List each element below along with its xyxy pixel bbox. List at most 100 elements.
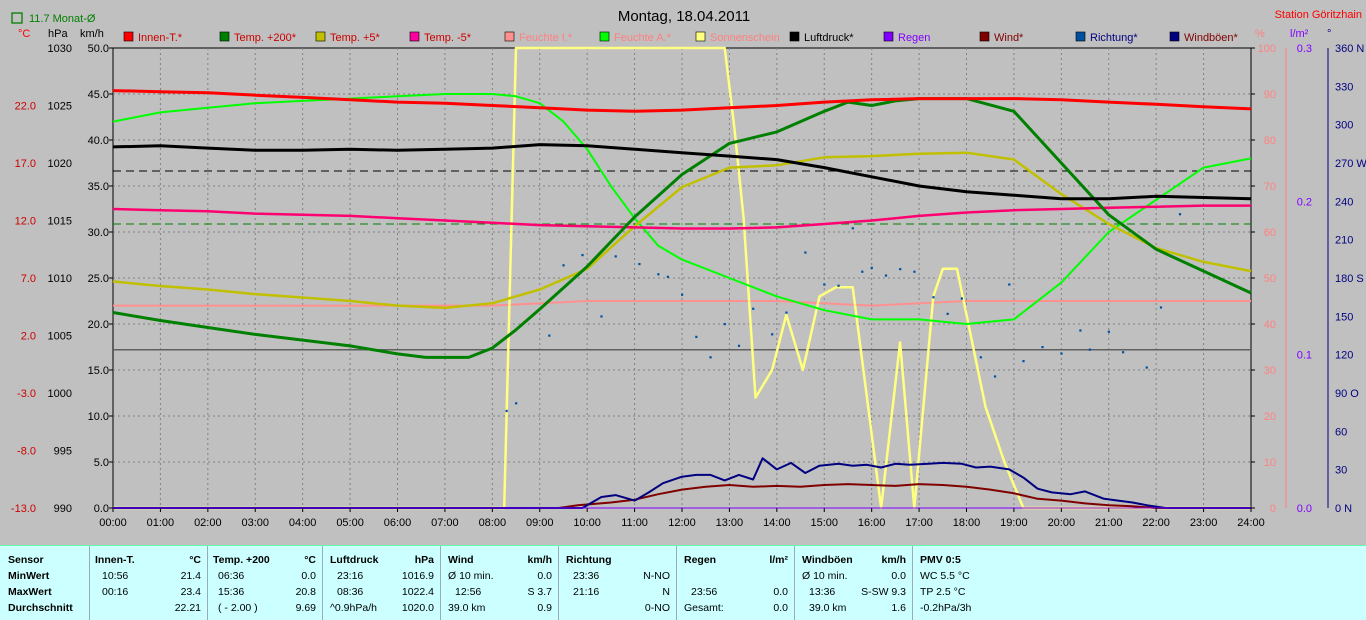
- stats-panel: Sensor MinWert MaxWert Durchschnitt Inne…: [0, 545, 1366, 620]
- celsius-tick: -13.0: [11, 503, 36, 515]
- series-line-temp-5: [112, 151, 1252, 310]
- time-tick: 00:00: [99, 517, 127, 529]
- kmh-tick: 40.0: [88, 135, 109, 147]
- innen-min-value: 21.4: [180, 570, 201, 582]
- series-line-windb-en: [113, 457, 1251, 509]
- hpa-tick: 1015: [48, 216, 72, 228]
- pct-tick: 0: [1270, 503, 1276, 515]
- luft-avg-value: 1020.0: [401, 602, 434, 614]
- stats-sensor: Sensor MinWert MaxWert Durchschnitt: [0, 546, 90, 620]
- regen-unit: l/m²: [769, 554, 788, 566]
- kmh-tick: 45.0: [88, 89, 109, 101]
- legend-swatch: [979, 31, 990, 42]
- stats-innen: Innen-T. °C 10:56 21.4 00:16 23.4 22.21: [90, 546, 208, 620]
- boeen-title: Windböen: [802, 554, 853, 566]
- sensor-title: Sensor: [8, 554, 44, 566]
- time-tick: 04:00: [289, 517, 317, 529]
- rain-tick: 0.2: [1297, 196, 1312, 208]
- direction-point: [1060, 352, 1063, 355]
- direction-point: [548, 334, 551, 337]
- innen-unit: °C: [189, 554, 201, 566]
- legend-label: Innen-T.*: [138, 32, 183, 44]
- innen-max-time: 00:16: [102, 586, 129, 598]
- time-tick: 23:00: [1190, 517, 1218, 529]
- time-tick: 20:00: [1048, 517, 1076, 529]
- deg-tick: 330: [1335, 81, 1353, 93]
- boeen-distance: 39.0 km: [809, 602, 847, 614]
- time-tick: 09:00: [526, 517, 554, 529]
- hpa-tick: 1005: [48, 331, 72, 343]
- temp-avg-note: ( - 2.00 ): [218, 602, 258, 614]
- hpa-tick: 1000: [48, 388, 72, 400]
- time-tick: 01:00: [147, 517, 175, 529]
- weather-chart: 50.0 45.0 40.0 35.0 30.0 25.0 20.0 15.0 10.0 5.0 0…: [10, 8, 1366, 529]
- series-line-temp-200: [112, 97, 1252, 359]
- regen-max-time: 23:56: [691, 586, 718, 598]
- direction-point: [946, 312, 949, 315]
- luft-min-value: 1016.9: [401, 570, 434, 582]
- time-tick: 16:00: [858, 517, 886, 529]
- maxwert-label: MaxWert: [8, 586, 52, 598]
- stats-luftdruck: Luftdruck hPa 23:16 1016.9 08:36 1022.4 ^0.…: [323, 546, 441, 620]
- direction-point: [695, 335, 698, 338]
- direction-point: [600, 315, 603, 318]
- direction-point: [1008, 283, 1011, 286]
- time-tick: 15:00: [810, 517, 838, 529]
- month-avg-box: [11, 12, 23, 24]
- time-tick: 24:00: [1237, 517, 1265, 529]
- time-tick: 03:00: [241, 517, 269, 529]
- legend-swatch: [695, 31, 706, 42]
- celsius-tick: 17.0: [15, 158, 36, 170]
- direction-point: [709, 356, 712, 359]
- legend-label: Sonnenschein: [710, 32, 780, 44]
- luft-max-time: 08:36: [337, 586, 364, 598]
- chart-title: Montag, 18.04.2011: [618, 8, 750, 25]
- time-tick: 11:00: [621, 517, 648, 529]
- temp-max-value: 20.8: [295, 586, 316, 598]
- direction-point: [1079, 329, 1082, 332]
- celsius-tick: 7.0: [21, 273, 36, 285]
- pct-tick: 80: [1264, 135, 1276, 147]
- hpa-tick: 1020: [48, 158, 72, 170]
- direction-point: [1041, 346, 1044, 349]
- pct-tick: 40: [1264, 319, 1276, 331]
- direction-point: [1022, 360, 1025, 363]
- time-tick: 19:00: [1000, 517, 1028, 529]
- direction-point: [581, 254, 584, 257]
- rain-tick: 0.1: [1297, 350, 1312, 362]
- pmv-trend: -0.2hPa/3h: [920, 602, 972, 614]
- pct-tick: 90: [1264, 89, 1276, 101]
- rain-tick: 0.3: [1297, 43, 1312, 55]
- direction-point: [960, 297, 963, 300]
- wind-unit: km/h: [527, 554, 552, 566]
- time-tick: 07:00: [431, 517, 459, 529]
- unit-rain: l/m²: [1290, 28, 1309, 40]
- wind-title: Wind: [448, 554, 474, 566]
- legend-swatch: [1075, 31, 1086, 42]
- celsius-tick: -3.0: [17, 388, 36, 400]
- regen-total-value: 0.0: [773, 602, 788, 614]
- hpa-tick: 990: [54, 503, 72, 515]
- direction-point: [505, 409, 508, 413]
- legend-label: Luftdruck*: [804, 32, 854, 44]
- pmv-tp: TP 2.5 °C: [920, 586, 966, 598]
- legend-swatch: [1169, 31, 1180, 42]
- direction-point: [1088, 348, 1091, 351]
- kmh-tick: 15.0: [88, 365, 109, 377]
- series-line-innen-t: [112, 89, 1252, 113]
- celsius-tick: -8.0: [17, 446, 36, 458]
- direction-point: [870, 266, 873, 269]
- pct-tick: 30: [1264, 365, 1276, 377]
- wind-min-value: 0.0: [537, 570, 552, 582]
- deg-tick: 210: [1335, 235, 1353, 247]
- deg-tick: 30: [1335, 465, 1347, 477]
- deg-tick: 270 W: [1335, 158, 1366, 170]
- innen-avg-value: 22.21: [174, 602, 201, 614]
- legend-swatch: [315, 31, 326, 42]
- pct-tick: 100: [1258, 43, 1276, 55]
- direction-point: [861, 270, 864, 273]
- legend-swatch: [504, 31, 515, 42]
- time-tick: 02:00: [194, 517, 222, 529]
- direction-point: [771, 333, 774, 336]
- legend-swatch: [789, 31, 800, 42]
